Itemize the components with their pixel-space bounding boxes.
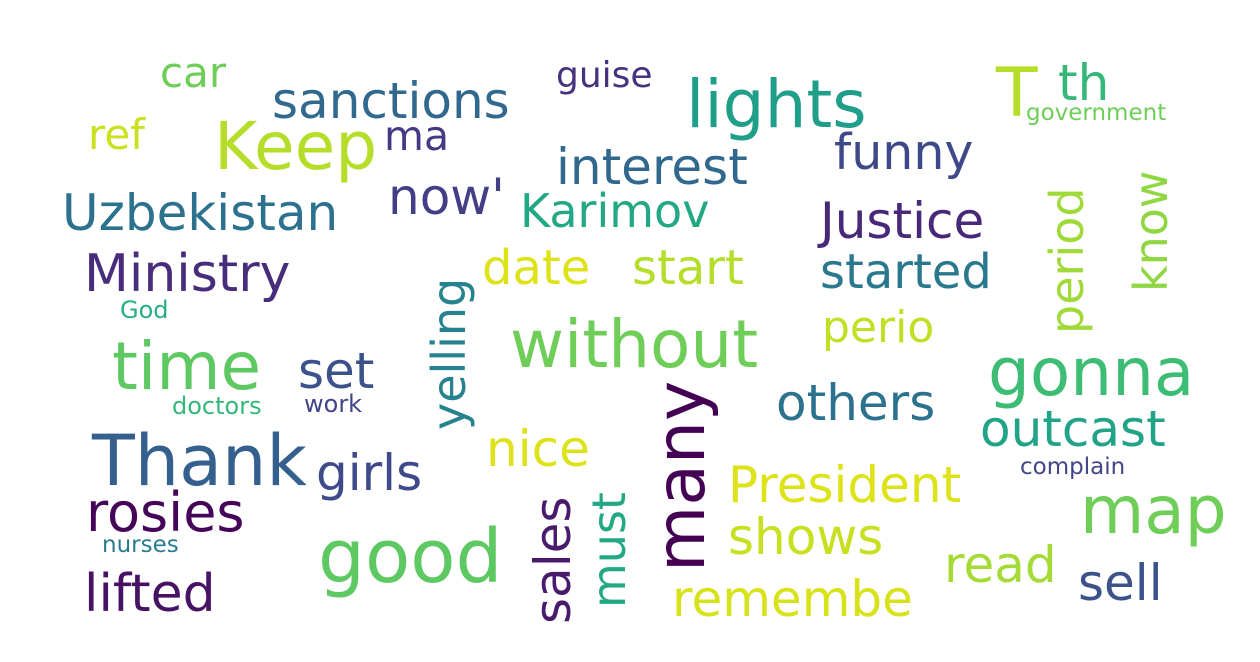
word-uzbekistan: Uzbekistan — [62, 184, 339, 242]
word-karimov: Karimov — [520, 184, 710, 238]
word-nice: nice — [486, 420, 590, 478]
word-others: others — [776, 374, 936, 432]
word-ref: ref — [88, 110, 145, 159]
word-sales: sales — [524, 496, 582, 624]
word-time: time — [112, 328, 262, 405]
word-lifted: lifted — [84, 564, 216, 624]
word-thank: Thank — [92, 420, 307, 502]
word-remembe: remembe — [672, 570, 913, 628]
word-ma: ma — [384, 112, 450, 160]
word-justice: Justice — [820, 192, 985, 250]
word-shows: shows — [728, 508, 884, 566]
word-guise: guise — [556, 55, 653, 96]
word-car: car — [160, 48, 227, 97]
word-must: must — [582, 492, 636, 608]
word-started: started — [820, 244, 992, 300]
word-ministry: Ministry — [84, 244, 291, 304]
word-start: start — [632, 240, 744, 296]
word-outcast: outcast — [980, 400, 1166, 458]
word-girls: girls — [316, 444, 423, 502]
word-gonna: gonna — [988, 334, 1195, 411]
word-know: know — [1124, 170, 1178, 292]
word-now: now' — [388, 168, 505, 226]
word-date: date — [482, 240, 591, 296]
word-perio: perio — [822, 302, 935, 353]
word-president: President — [728, 456, 962, 514]
word-rosies: rosies — [86, 481, 245, 544]
word-god: God — [120, 296, 169, 324]
word-work: work — [304, 390, 363, 418]
word-funny: funny — [834, 124, 974, 181]
word-t: T — [996, 54, 1038, 133]
word-th: th — [1058, 54, 1110, 112]
word-complain: complain — [1020, 454, 1126, 480]
word-keep: Keep — [214, 108, 378, 185]
word-government: government — [1026, 100, 1167, 126]
word-read: read — [944, 536, 1057, 594]
word-set: set — [298, 342, 375, 400]
word-nurses: nurses — [102, 532, 179, 558]
word-good: good — [318, 514, 503, 600]
word-lights: lights — [686, 66, 867, 143]
word-period: period — [1040, 187, 1094, 334]
word-sanctions: sanctions — [272, 72, 510, 130]
word-interest: interest — [556, 138, 748, 196]
word-yelling: yelling — [422, 277, 476, 430]
word-many: many — [642, 380, 721, 572]
word-map: map — [1080, 472, 1227, 549]
word-without: without — [510, 306, 759, 383]
word-sell: sell — [1078, 554, 1163, 612]
word-doctors: doctors — [172, 392, 262, 420]
